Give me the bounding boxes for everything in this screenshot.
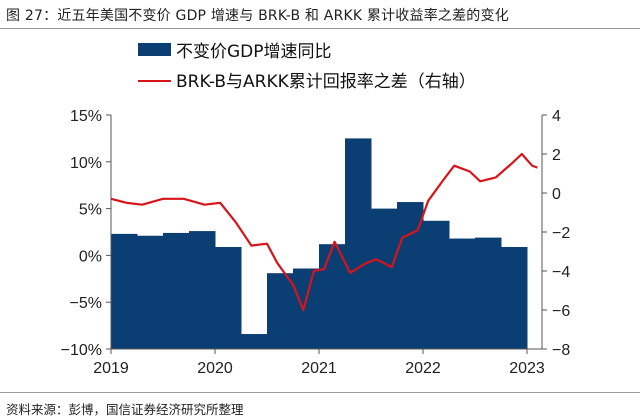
legend-bar-swatch [138, 43, 171, 56]
gdp-bar [111, 233, 138, 349]
gdp-bar [189, 231, 216, 349]
gdp-bars [111, 138, 528, 349]
right-tick-label: 4 [552, 108, 561, 125]
left-tick-label: −10% [61, 342, 102, 359]
gdp-bar [371, 208, 398, 349]
x-tick-label: 2020 [197, 360, 233, 377]
right-tick-label: −4 [552, 264, 570, 281]
legend: 不变价GDP增速同比 BRK-B与ARKK累计回报率之差（右轴） [138, 42, 476, 92]
left-tick-label: 0% [79, 248, 102, 265]
gdp-bar [241, 334, 268, 349]
gdp-bar [293, 268, 320, 349]
gdp-bar [475, 237, 502, 349]
x-tick-label: 2023 [509, 360, 545, 377]
right-tick-label: −8 [552, 342, 570, 359]
axes: 15% 10% 5% 0% −5% −10% 4 2 0 −2 −4 −6 −8 2019 2020 2021… [61, 108, 571, 377]
source-note: 资料来源：彭博，国信证券经济研究所整理 [6, 402, 244, 417]
left-tick-label: 15% [70, 108, 102, 125]
right-tick-label: −6 [552, 303, 570, 320]
left-tick-label: −5% [70, 295, 102, 312]
right-tick-label: 2 [552, 147, 561, 164]
gdp-bar [501, 246, 528, 349]
return-diff-polyline [110, 152, 538, 312]
gdp-bar [319, 244, 346, 349]
gdp-bar [345, 138, 372, 349]
return-diff-line [110, 152, 538, 312]
gdp-bar [215, 246, 242, 349]
title-rule [0, 28, 640, 29]
source-rule [0, 392, 640, 393]
legend-bar-label: 不变价GDP增速同比 [176, 42, 332, 62]
gdp-bar [267, 273, 294, 349]
gdp-bar [137, 235, 164, 349]
x-tick-label: 2022 [405, 360, 441, 377]
legend-line-label: BRK-B与ARKK累计回报率之差（右轴） [176, 72, 476, 92]
figure-title: 图 27：近五年美国不变价 GDP 增速与 BRK-B 和 ARKK 累计收益率… [6, 8, 509, 24]
x-tick-label: 2019 [93, 360, 129, 377]
right-tick-label: −2 [552, 225, 570, 242]
gdp-bar [163, 232, 190, 349]
right-tick-label: 0 [552, 186, 561, 203]
left-tick-label: 5% [79, 202, 102, 219]
gdp-bar [423, 220, 450, 349]
gdp-bar [449, 238, 476, 349]
chart: 15% 10% 5% 0% −5% −10% 4 2 0 −2 −4 −6 −8 2019 2020 2021… [61, 42, 571, 377]
x-tick-label: 2021 [301, 360, 337, 377]
left-tick-label: 10% [70, 155, 102, 172]
